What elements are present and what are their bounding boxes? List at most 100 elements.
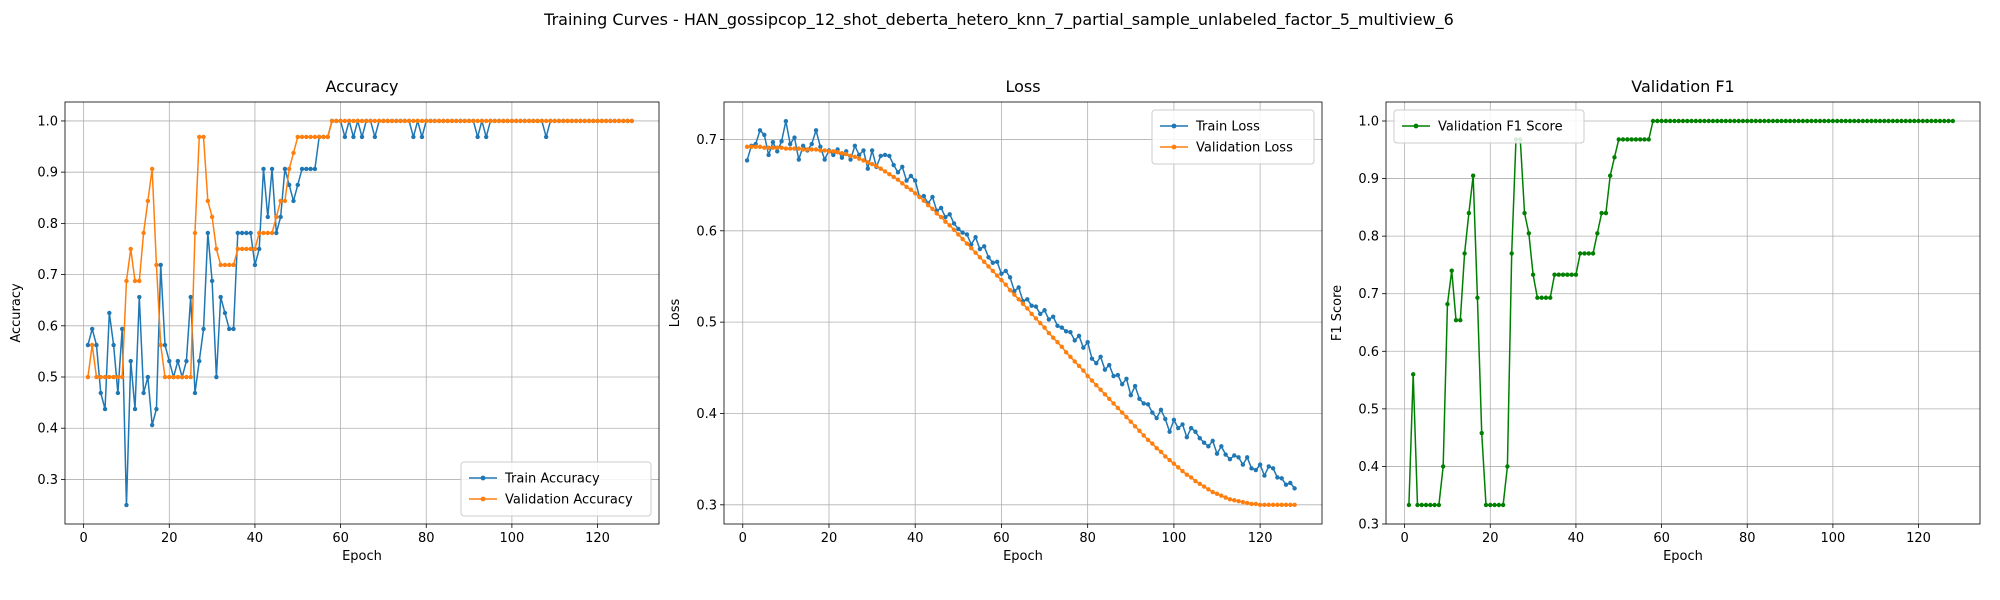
data-point	[1830, 118, 1836, 124]
data-point	[274, 214, 279, 220]
data-point	[1882, 118, 1887, 124]
data-point	[1137, 396, 1142, 402]
data-point	[1483, 502, 1489, 508]
data-point	[1663, 118, 1669, 124]
data-point	[1063, 329, 1069, 334]
data-point	[1145, 402, 1151, 407]
data-point	[800, 143, 806, 149]
data-point	[1266, 502, 1271, 508]
data-point	[107, 374, 112, 380]
x-tick-label: 40	[1568, 531, 1585, 546]
data-point	[1453, 317, 1459, 323]
data-point	[119, 326, 125, 332]
data-point	[1766, 118, 1771, 124]
data-point	[1219, 493, 1224, 498]
data-point	[1055, 323, 1060, 328]
subplot-2: 0 20 40 60 80 100 120 0.3 0.4 0.5 0.6 0.7 Loss Epoch L…	[668, 77, 1323, 564]
data-point	[1206, 487, 1211, 492]
data-point	[1950, 118, 1956, 124]
data-point	[766, 145, 771, 150]
data-point	[1102, 392, 1108, 397]
data-point	[878, 166, 883, 171]
data-point	[483, 134, 489, 140]
data-point	[351, 118, 356, 124]
data-point	[891, 162, 896, 168]
data-point	[1158, 449, 1164, 455]
data-point	[308, 134, 313, 140]
data-point	[1466, 210, 1472, 216]
data-point	[1253, 467, 1259, 473]
data-point	[1072, 359, 1077, 364]
series-group	[744, 118, 1297, 508]
data-point	[535, 118, 540, 124]
x-tick-label: 40	[907, 531, 924, 546]
data-point	[573, 118, 579, 124]
legend-label: Validation F1 Score	[1438, 120, 1563, 135]
data-point	[235, 230, 241, 236]
data-point	[539, 118, 545, 124]
x-tick-label: 0	[79, 531, 87, 546]
data-point	[1500, 502, 1506, 508]
data-point	[291, 198, 296, 204]
data-point	[856, 152, 862, 158]
y-tick-label: 0.5	[1358, 402, 1379, 417]
data-point	[227, 262, 232, 268]
legend: Train Loss Validation Loss	[1151, 109, 1315, 165]
data-point	[372, 134, 378, 140]
data-point	[1046, 330, 1052, 336]
data-point	[89, 326, 95, 332]
data-point	[137, 278, 142, 284]
data-point	[887, 171, 892, 177]
data-point	[1633, 137, 1639, 142]
data-point	[565, 118, 570, 124]
data-point	[1085, 373, 1090, 379]
data-point	[1834, 118, 1840, 124]
data-point	[338, 118, 343, 124]
data-point	[466, 118, 472, 124]
data-point	[269, 166, 275, 172]
data-point	[1111, 373, 1116, 379]
x-axis-label: Epoch	[1663, 549, 1703, 564]
data-point	[1479, 430, 1484, 436]
data-point	[1253, 501, 1259, 507]
data-point	[1740, 118, 1746, 124]
data-point	[943, 214, 948, 220]
data-point	[175, 358, 181, 364]
data-point	[822, 148, 827, 153]
data-point	[956, 232, 961, 237]
data-point	[990, 268, 996, 274]
data-point	[372, 118, 378, 124]
data-point	[1590, 251, 1596, 256]
data-point	[947, 223, 952, 228]
data-point	[1193, 478, 1198, 484]
data-point	[1839, 118, 1844, 124]
data-point	[261, 166, 266, 172]
x-tick-label: 100	[1161, 531, 1186, 546]
data-point	[1184, 435, 1190, 440]
data-point	[964, 232, 970, 237]
data-point	[488, 118, 493, 124]
plot-frame	[64, 101, 660, 525]
data-point	[1436, 502, 1442, 508]
data-point	[1552, 272, 1557, 277]
data-point	[787, 141, 793, 147]
data-point	[1068, 329, 1073, 335]
data-point	[209, 214, 215, 220]
data-point	[1847, 118, 1853, 124]
data-point	[1171, 461, 1177, 466]
data-point	[1912, 118, 1917, 124]
data-point	[1762, 118, 1767, 124]
data-point	[526, 118, 532, 124]
data-point	[1907, 118, 1913, 124]
data-point	[1076, 363, 1082, 369]
data-point	[1706, 118, 1711, 124]
data-point	[462, 118, 467, 124]
data-point	[102, 374, 108, 380]
data-point	[900, 164, 905, 170]
data-point	[1432, 502, 1437, 508]
data-point	[1826, 118, 1831, 124]
data-point	[1094, 382, 1099, 388]
data-point	[882, 152, 888, 158]
data-point	[1509, 251, 1514, 256]
legend-label: Validation Accuracy	[505, 493, 633, 508]
